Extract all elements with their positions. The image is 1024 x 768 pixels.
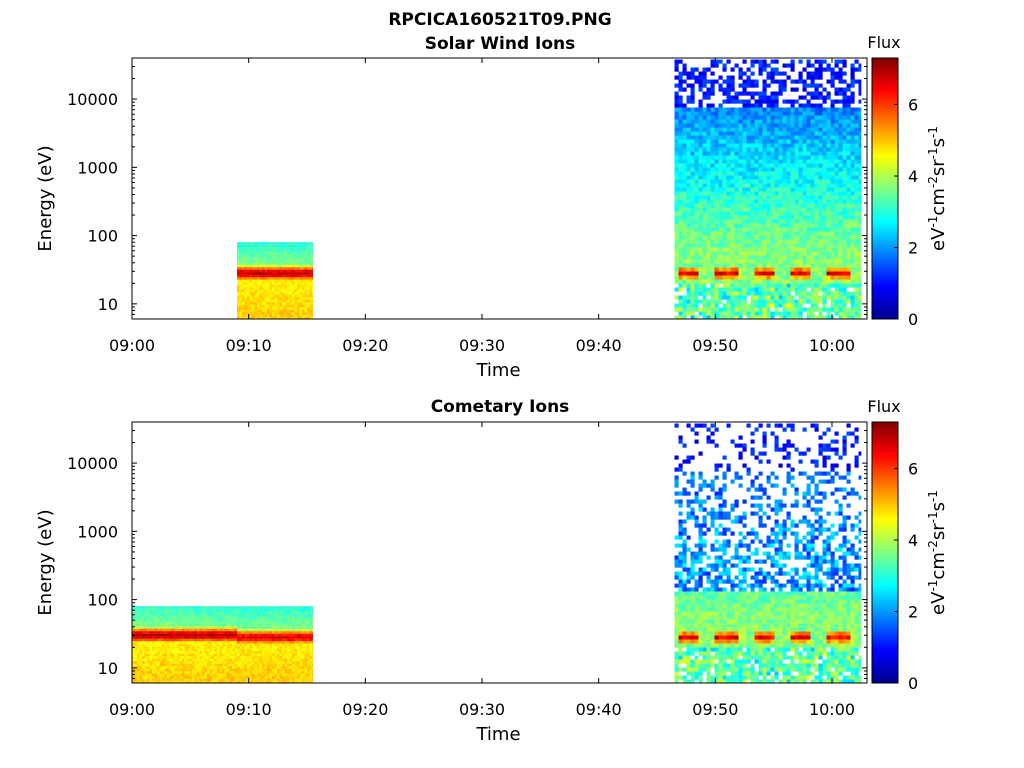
y-tick-label: 10: [98, 659, 118, 678]
plot-frame: [131, 421, 868, 684]
x-tick-label: 09:40: [576, 336, 622, 355]
y-tick-label: 100: [87, 591, 118, 610]
y-tick-label: 1000: [77, 522, 118, 541]
panel-cometary-ions: Cometary Ions Time Energy (eV) 0 2 4 6 eV-1c…: [35, 397, 949, 745]
x-tick-label: 09:40: [576, 700, 622, 719]
colorbar-tick-label: 0: [908, 310, 918, 329]
heatmap-block: [237, 242, 313, 320]
x-tick-label: 09:50: [692, 336, 738, 355]
ticks: 09:00 09:10 09:20 09:30 09:40 09:50 10:00 10 100…: [67, 421, 867, 719]
panel-solar-wind-ions: Solar Wind Ions Time Energy (eV) 0 2 4 6 eV-…: [35, 33, 949, 381]
colorbar-unit-label: eV-1cm-2sr-1s-1: [926, 126, 949, 251]
heatmap-layer: [132, 423, 862, 684]
colorbar: 0 2 4 6 eV-1cm-2sr-1s-1: [871, 421, 949, 693]
y-axis-label: Energy (eV): [35, 145, 56, 251]
x-tick-label: 09:20: [342, 700, 388, 719]
panel-title: Solar Wind Ions: [425, 34, 576, 54]
ticks: 09:00 09:10 09:20 09:30 09:40 09:50 10:00 10 100…: [67, 57, 867, 355]
plot-frame: [131, 57, 868, 320]
x-tick-label: 10:00: [809, 700, 855, 719]
y-tick-label: 100: [87, 227, 118, 246]
heatmap-block: [237, 606, 313, 684]
colorbar-tick-label: 6: [908, 459, 918, 478]
y-axis-label: Energy (eV): [35, 509, 56, 615]
colorbar-unit-label: eV-1cm-2sr-1s-1: [926, 490, 949, 615]
y-tick-label: 10: [98, 295, 118, 314]
x-tick-label: 09:20: [342, 336, 388, 355]
x-tick-label: 10:00: [809, 336, 855, 355]
colorbar-tick-label: 4: [908, 531, 918, 550]
colorbar-title: Flux: [867, 33, 900, 52]
x-tick-label: 09:00: [109, 336, 155, 355]
colorbar-gradient: [871, 421, 899, 684]
colorbar-tick-label: 6: [908, 95, 918, 114]
x-tick-label: 09:30: [459, 336, 505, 355]
heatmap-block: [674, 59, 862, 320]
y-tick-label: 10000: [67, 90, 118, 109]
colorbar-gradient: [871, 57, 899, 320]
colorbar: 0 2 4 6 eV-1cm-2sr-1s-1: [871, 57, 949, 329]
x-axis-label: Time: [475, 360, 520, 381]
heatmap-layer: [237, 59, 862, 320]
heatmap-block: [674, 423, 862, 684]
x-axis-label: Time: [475, 724, 520, 745]
y-tick-label: 10000: [67, 454, 118, 473]
panel-title: Cometary Ions: [431, 397, 570, 417]
heatmap-block: [132, 606, 238, 684]
figure-title: RPCICA160521T09.PNG: [388, 10, 611, 30]
x-tick-label: 09:30: [459, 700, 505, 719]
colorbar-tick-label: 4: [908, 167, 918, 186]
x-tick-label: 09:50: [692, 700, 738, 719]
y-tick-label: 1000: [77, 158, 118, 177]
x-tick-label: 09:10: [226, 700, 272, 719]
colorbar-tick-label: 2: [908, 602, 918, 621]
colorbar-tick-label: 2: [908, 238, 918, 257]
colorbar-title: Flux: [867, 397, 900, 416]
colorbar-tick-label: 0: [908, 674, 918, 693]
x-tick-label: 09:10: [226, 336, 272, 355]
x-tick-label: 09:00: [109, 700, 155, 719]
